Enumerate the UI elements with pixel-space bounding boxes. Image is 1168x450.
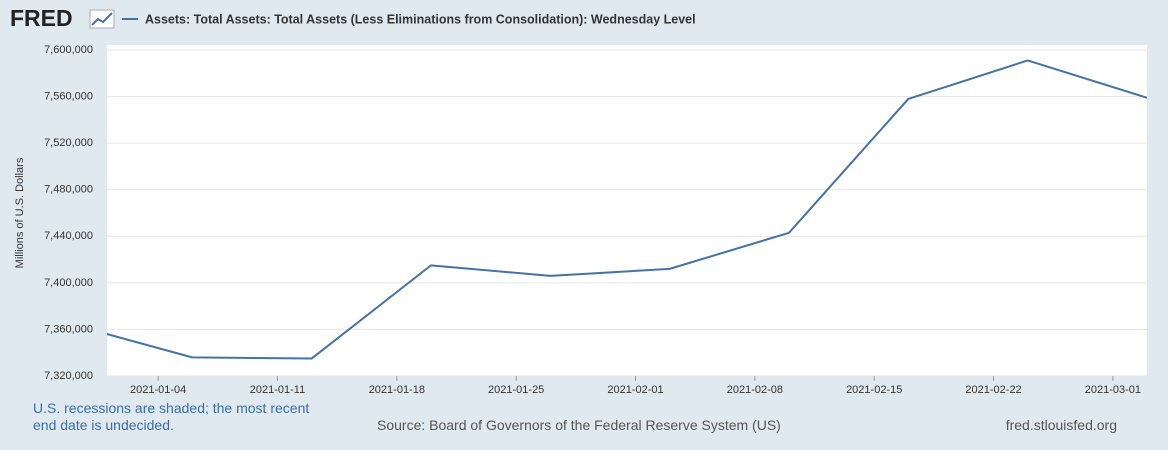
x-tick-label: 2021-01-25: [488, 384, 544, 396]
y-axis-label: Millions of U.S. Dollars: [14, 157, 26, 268]
x-tick-label: 2021-01-04: [130, 384, 186, 396]
y-tick-label: 7,520,000: [44, 137, 93, 149]
grid: [107, 49, 1147, 377]
y-tick-label: 7,360,000: [44, 323, 93, 335]
y-tick-label: 7,440,000: [44, 230, 93, 242]
x-tick-label: 2021-02-01: [607, 384, 663, 396]
series: [107, 59, 1147, 360]
y-tick-label: 7,320,000: [44, 370, 93, 382]
logo[interactable]: FRED: [10, 5, 73, 31]
x-tick-label: 2021-03-01: [1085, 384, 1141, 396]
series-line: [107, 59, 1147, 360]
logo-icon: [89, 9, 115, 29]
plot-area: [107, 45, 1147, 376]
legend-label[interactable]: Assets: Total Assets: Total Assets (Less…: [145, 12, 696, 26]
y-tick-label: 7,560,000: [44, 90, 93, 102]
x-tick-label: 2021-01-11: [250, 384, 305, 396]
footnote: U.S. recessions are shaded; the most rec…: [33, 400, 310, 433]
y-tick-label: 7,400,000: [44, 277, 93, 289]
x-tick-label: 2021-02-08: [727, 384, 783, 396]
source: Source: Board of Governors of the Federa…: [377, 417, 781, 433]
x-tick-label: 2021-02-15: [846, 384, 902, 396]
x-tick-label: 2021-02-22: [965, 384, 1021, 396]
y-tick-label: 7,480,000: [44, 184, 93, 196]
y-tick-label: 7,600,000: [44, 44, 93, 56]
x-tick-label: 2021-01-18: [369, 384, 425, 396]
site-link[interactable]: fred.stlouisfed.org: [1005, 417, 1117, 433]
